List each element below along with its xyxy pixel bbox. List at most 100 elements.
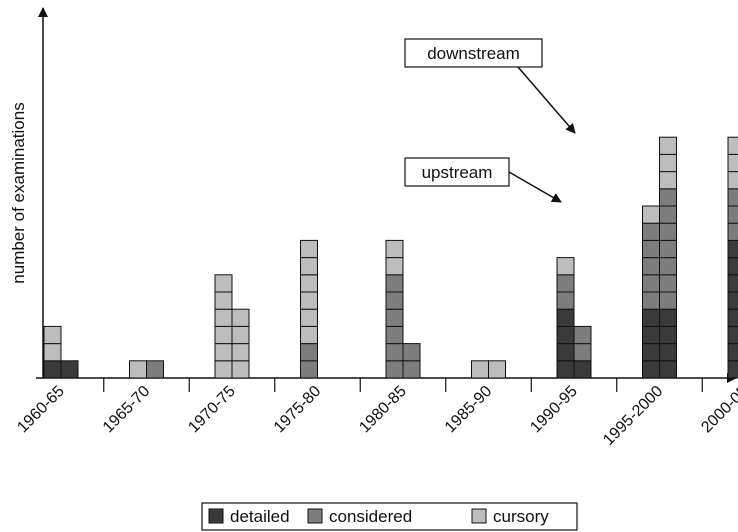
bar-block-considered — [659, 188, 677, 207]
x-tick-label: 2000-05 — [698, 383, 738, 437]
bar-block-considered — [556, 291, 575, 310]
bar-block-considered — [727, 205, 738, 224]
bar-block-cursory — [300, 239, 318, 259]
bar-block-detailed — [727, 343, 738, 362]
x-tick-label: 1960-65 — [14, 383, 68, 437]
upstream-arrow — [508, 171, 562, 203]
bar-block-detailed — [642, 308, 660, 327]
bar-block-cursory — [385, 257, 404, 276]
bar-block-cursory — [214, 308, 233, 327]
bar-block-considered — [727, 222, 738, 241]
bar-block-considered — [573, 343, 592, 362]
bar-block-cursory — [214, 343, 233, 362]
bar-block-cursory — [214, 274, 233, 293]
bar-block-cursory — [300, 325, 318, 345]
bar-block-considered — [642, 291, 660, 310]
bar-block-considered — [385, 291, 404, 310]
bar-block-detailed — [642, 343, 660, 362]
bar-block-cursory — [300, 274, 318, 293]
x-tick-label: 1980-85 — [356, 383, 410, 437]
bar-block-considered — [659, 291, 677, 310]
bar-block-considered — [402, 360, 421, 379]
bar-block-cursory — [642, 205, 660, 224]
bar-block-cursory — [231, 360, 250, 379]
bar-block-cursory — [556, 257, 575, 276]
bar-block-detailed — [727, 308, 738, 327]
bar-block-considered — [573, 325, 592, 345]
bar-block-detailed — [659, 325, 677, 345]
bar-block-detailed — [727, 360, 738, 379]
x-tick-label: 1985-90 — [442, 383, 496, 437]
bar-block-cursory — [231, 308, 250, 327]
legend-label-detailed: detailed — [230, 507, 290, 526]
bar-block-cursory — [727, 136, 738, 155]
legend-label-considered: considered — [329, 507, 412, 526]
bar-block-detailed — [642, 360, 660, 379]
bar-block-considered — [300, 360, 318, 379]
bar-block-considered — [385, 360, 404, 379]
bar-block-cursory — [659, 153, 677, 173]
bar-block-considered — [642, 222, 660, 241]
x-tick-label: 1965-70 — [100, 383, 154, 437]
upstream-callout-box — [404, 157, 510, 187]
bar-block-cursory — [214, 291, 233, 310]
bar-block-cursory — [129, 360, 147, 379]
bar-block-detailed — [727, 274, 738, 293]
legend-swatch-cursory — [471, 508, 487, 524]
bar-block-cursory — [300, 257, 318, 276]
bar-block-cursory — [727, 171, 738, 190]
bar-block-considered — [300, 343, 318, 362]
bar-block-detailed — [727, 291, 738, 310]
bar-block-considered — [402, 343, 421, 362]
legend-swatch-considered — [307, 508, 323, 524]
downstream-callout: downstream — [427, 44, 520, 63]
bar-block-cursory — [300, 291, 318, 310]
legend-swatch-detailed — [208, 508, 224, 524]
bar-block-cursory — [385, 239, 404, 259]
annotations: downstream upstream — [404, 38, 576, 203]
bar-block-cursory — [231, 325, 250, 345]
bar-block-detailed — [659, 360, 677, 379]
bar-block-considered — [146, 360, 164, 379]
bars — [43, 136, 738, 379]
bar-block-considered — [727, 188, 738, 207]
y-axis-label: number of examinations — [9, 102, 28, 283]
bar-block-cursory — [214, 360, 233, 379]
bar-block-cursory — [727, 153, 738, 173]
bar-block-cursory — [214, 325, 233, 345]
bar-block-detailed — [727, 257, 738, 276]
x-tick-label: 1975-80 — [271, 383, 325, 437]
downstream-arrow — [517, 66, 576, 134]
bar-block-considered — [659, 239, 677, 259]
bar-block-detailed — [727, 239, 738, 259]
bar-block-considered — [659, 274, 677, 293]
bar-block-considered — [659, 222, 677, 241]
bar-block-detailed — [642, 325, 660, 345]
bar-block-cursory — [471, 360, 489, 379]
bar-block-cursory — [659, 171, 677, 190]
bar-block-considered — [385, 325, 404, 345]
bar-block-considered — [642, 274, 660, 293]
bar-block-detailed — [556, 343, 575, 362]
bar-block-detailed — [60, 360, 79, 379]
bar-block-detailed — [573, 360, 592, 379]
bar-block-considered — [385, 308, 404, 327]
bar-block-cursory — [43, 325, 62, 345]
bar-block-detailed — [659, 308, 677, 327]
bar-block-considered — [659, 257, 677, 276]
bar-block-considered — [556, 274, 575, 293]
bar-block-cursory — [300, 308, 318, 327]
bar-block-detailed — [556, 308, 575, 327]
downstream-callout-box — [404, 38, 543, 68]
bar-block-considered — [659, 205, 677, 224]
bar-block-considered — [642, 239, 660, 259]
bar-block-detailed — [727, 325, 738, 345]
bar-block-cursory — [488, 360, 506, 379]
x-tick-label: 1995-2000 — [600, 383, 666, 449]
bar-block-detailed — [556, 360, 575, 379]
bar-block-considered — [642, 257, 660, 276]
legend-label-cursory: cursory — [493, 507, 549, 526]
x-ticks: 1960-65 1965-70 1970-75 1975-80 1980-85 1985-… — [14, 378, 738, 449]
bar-block-detailed — [659, 343, 677, 362]
